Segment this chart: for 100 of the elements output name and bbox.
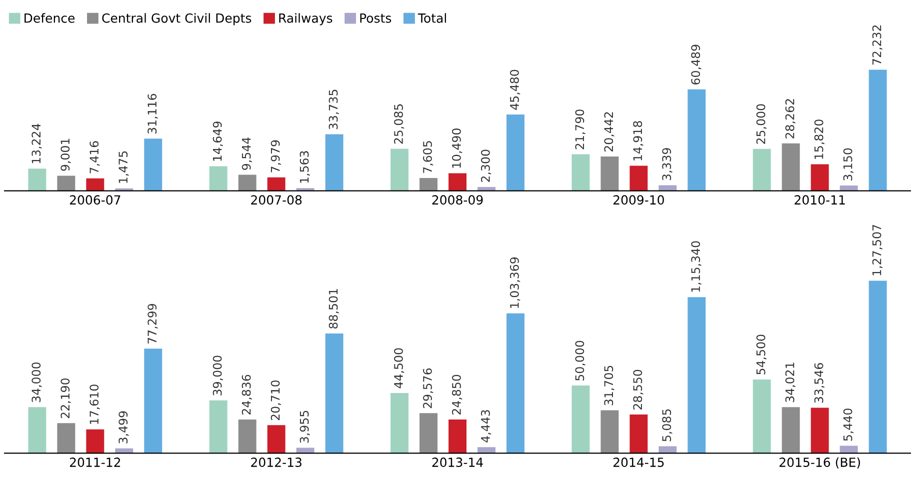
data-label: 1,27,507 <box>872 224 882 276</box>
bar <box>267 177 286 191</box>
bar <box>572 386 590 454</box>
data-label: 45,480 <box>510 70 520 110</box>
x-tick-label: 2015-16 (BE) <box>780 457 860 468</box>
data-label: 34,021 <box>785 362 796 402</box>
bar <box>478 447 496 454</box>
bar <box>209 400 228 454</box>
data-label: 24,836 <box>242 374 252 415</box>
x-tick-label: 2007-08 <box>251 195 302 205</box>
data-label: 1,475 <box>118 151 129 183</box>
legend-label: Posts <box>360 14 392 23</box>
data-label: 21,790 <box>575 110 586 150</box>
data-label: 24,850 <box>452 374 462 415</box>
data-label: 9,544 <box>242 138 252 170</box>
data-label: 3,955 <box>300 410 310 443</box>
data-label: 15,820 <box>814 120 824 159</box>
bar <box>86 178 104 191</box>
x-tick-label: 2014-15 <box>613 458 664 467</box>
data-label: 3,499 <box>118 411 129 444</box>
data-label: 17,610 <box>90 384 100 424</box>
bar <box>572 154 590 191</box>
data-label: 7,416 <box>90 141 100 174</box>
data-label: 29,576 <box>423 368 434 408</box>
data-label: 33,546 <box>814 363 824 403</box>
bar <box>868 280 887 454</box>
bar <box>782 143 800 191</box>
bar <box>448 173 466 191</box>
bar <box>600 410 619 454</box>
data-label: 13,224 <box>32 124 42 164</box>
data-label: 22,190 <box>60 378 71 418</box>
legend-label: Defence <box>24 13 75 23</box>
bar <box>688 89 706 191</box>
bar <box>752 379 771 454</box>
bar <box>325 333 344 454</box>
bar <box>144 348 162 454</box>
bar <box>506 114 524 191</box>
data-label: 39,000 <box>212 356 223 396</box>
bar <box>238 174 256 191</box>
bar <box>688 297 706 454</box>
data-label: 20,442 <box>604 112 614 152</box>
data-label: 5,085 <box>662 409 672 442</box>
data-label: 14,649 <box>212 122 223 161</box>
data-label: 1,03,369 <box>510 257 520 308</box>
data-label: 3,150 <box>843 148 854 180</box>
data-label: 10,490 <box>452 128 462 168</box>
data-label: 5,440 <box>843 408 854 441</box>
data-label: 50,000 <box>575 340 586 380</box>
data-label: 28,262 <box>785 99 796 138</box>
data-label: 77,299 <box>148 304 158 344</box>
bar <box>209 166 228 191</box>
data-label: 28,550 <box>633 370 644 410</box>
bar <box>86 429 104 454</box>
data-label: 31,116 <box>148 94 158 134</box>
data-label: 7,979 <box>270 140 281 172</box>
bar <box>782 407 800 454</box>
bar <box>57 423 76 454</box>
bar <box>630 166 648 191</box>
data-label: 1,15,340 <box>691 241 702 292</box>
data-label: 33,735 <box>328 90 339 130</box>
x-tick-label: 2006-07 <box>70 195 120 205</box>
bar <box>144 138 162 191</box>
data-label: 14,918 <box>633 121 644 160</box>
x-tick-label: 2013-14 <box>432 458 483 467</box>
data-label: 34,000 <box>32 362 42 402</box>
legend-label: Railways <box>279 13 332 26</box>
legend-label: Central Govt Civil Depts <box>102 13 252 26</box>
bar <box>868 70 887 191</box>
x-tick-label: 2008-09 <box>432 195 483 205</box>
bar <box>420 413 438 454</box>
legend-label: Total <box>418 13 446 23</box>
bar <box>390 148 409 191</box>
bar <box>600 156 619 191</box>
bar <box>752 148 771 191</box>
bar <box>506 313 524 454</box>
bar <box>810 408 829 454</box>
data-label: 72,232 <box>872 25 882 65</box>
data-label: 2,300 <box>480 150 492 182</box>
bar <box>810 164 829 191</box>
data-label: 25,085 <box>394 104 404 144</box>
bar <box>420 178 438 191</box>
bar <box>267 425 286 454</box>
data-label: 9,001 <box>60 138 71 171</box>
data-label: 7,605 <box>423 141 434 173</box>
bar <box>57 176 76 191</box>
x-tick-label: 2012-13 <box>251 458 302 467</box>
data-label: 4,443 <box>480 410 492 442</box>
bar <box>28 168 46 191</box>
bar <box>390 392 409 454</box>
data-label: 44,500 <box>394 348 404 388</box>
data-label: 54,500 <box>756 334 766 374</box>
bar <box>448 420 466 454</box>
bar <box>658 185 677 191</box>
data-label: 88,501 <box>328 289 339 328</box>
bar <box>630 414 648 454</box>
data-label: 20,710 <box>270 380 281 420</box>
x-tick-label: 2009-10 <box>613 195 664 205</box>
data-label: 25,000 <box>756 104 766 144</box>
x-tick-label: 2011-12 <box>70 458 120 467</box>
x-tick-label: 2010-11 <box>794 195 845 205</box>
